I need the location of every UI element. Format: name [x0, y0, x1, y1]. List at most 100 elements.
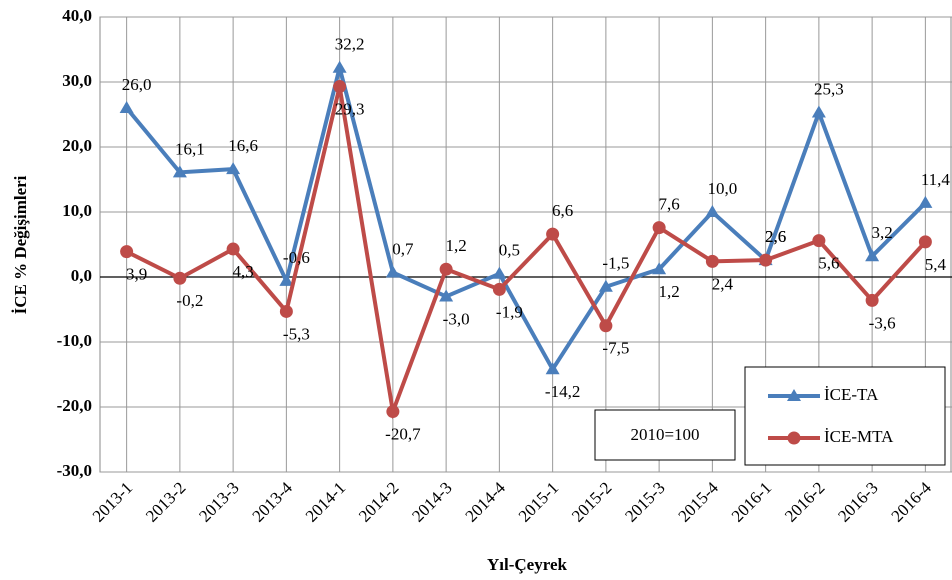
- data-label: 2,6: [765, 227, 786, 246]
- data-label: 2,4: [712, 274, 734, 293]
- data-label: 26,0: [122, 75, 152, 94]
- data-label: 5,6: [818, 254, 839, 273]
- annotation: 2010=100: [630, 425, 699, 444]
- x-tick-label: 2015-1: [515, 478, 562, 525]
- data-label: 0,7: [392, 239, 414, 258]
- marker: [918, 235, 932, 249]
- marker: [865, 293, 879, 307]
- marker: [226, 162, 241, 175]
- x-tick-label: 2014-2: [355, 478, 402, 525]
- x-tick-label: 2014-1: [302, 478, 349, 525]
- y-axis-title: İCE % Değişimleri: [11, 175, 30, 314]
- marker: [173, 271, 187, 285]
- marker: [120, 245, 134, 259]
- marker: [439, 262, 453, 276]
- x-tick-label: 2015-3: [621, 478, 668, 525]
- data-label: -0,6: [283, 248, 310, 267]
- x-tick-label: 2015-2: [568, 478, 615, 525]
- data-label: -0,2: [176, 291, 203, 310]
- data-label: 6,6: [552, 201, 573, 220]
- x-tick-label: 2013-2: [142, 478, 189, 525]
- marker: [172, 165, 187, 178]
- marker: [652, 221, 666, 235]
- x-tick-label: 2013-4: [248, 478, 296, 526]
- marker: [492, 266, 507, 279]
- data-label: 3,9: [126, 265, 147, 284]
- data-label: 0,5: [499, 241, 520, 260]
- data-label: 7,6: [659, 195, 680, 214]
- legend: [744, 366, 946, 466]
- marker: [812, 234, 826, 248]
- data-label: 1,2: [446, 236, 467, 255]
- legend-label: İCE-TA: [824, 385, 879, 404]
- x-axis-title: Yıl-Çeyrek: [487, 555, 567, 574]
- y-tick-label: 40,0: [62, 6, 92, 25]
- marker: [279, 304, 293, 318]
- data-label: 11,4: [921, 170, 951, 189]
- data-label: -3,6: [869, 313, 896, 332]
- y-tick-label: 10,0: [62, 201, 92, 220]
- x-tick-label: 2013-3: [195, 478, 242, 525]
- legend-label: İCE-MTA: [824, 427, 894, 446]
- y-tick-label: -30,0: [57, 461, 92, 480]
- data-label: 2,6: [765, 227, 786, 246]
- marker: [386, 405, 400, 419]
- data-label: 16,1: [175, 139, 205, 158]
- data-label: -1,5: [602, 254, 629, 273]
- marker: [759, 253, 773, 267]
- marker: [705, 205, 720, 217]
- y-tick-label: 20,0: [62, 136, 92, 155]
- marker: [545, 362, 560, 375]
- y-tick-label: -10,0: [57, 331, 92, 350]
- data-label: 16,6: [228, 136, 258, 155]
- marker: [918, 195, 933, 208]
- marker: [332, 60, 347, 73]
- annotation-box: [594, 409, 736, 461]
- x-tick-label: 2016-2: [781, 478, 828, 525]
- marker: [333, 80, 347, 94]
- x-tick-label: 2014-3: [408, 478, 455, 525]
- marker: [492, 282, 506, 296]
- marker: [119, 101, 134, 113]
- marker: [546, 227, 560, 241]
- data-label: -14,2: [545, 382, 580, 401]
- marker: [787, 431, 801, 445]
- marker: [652, 262, 667, 275]
- x-tick-label: 2016-3: [834, 478, 881, 525]
- data-label: 10,0: [708, 179, 738, 198]
- data-label: -7,5: [602, 339, 629, 358]
- x-tick-label: 2016-1: [728, 478, 775, 525]
- marker: [385, 265, 400, 278]
- marker: [705, 254, 719, 268]
- data-label: -20,7: [385, 424, 421, 443]
- marker: [865, 249, 880, 262]
- marker: [598, 279, 613, 292]
- marker: [279, 273, 294, 286]
- marker: [439, 289, 454, 302]
- y-tick-label: 30,0: [62, 71, 92, 90]
- y-tick-label: -20,0: [57, 396, 92, 415]
- data-label: -3,0: [443, 309, 470, 328]
- data-label: 4,3: [233, 262, 254, 281]
- y-tick-label: 0,0: [71, 266, 92, 285]
- data-label: -1,9: [496, 302, 523, 321]
- x-tick-label: 2016-4: [887, 478, 935, 526]
- series: [120, 80, 932, 420]
- marker: [811, 105, 826, 118]
- line: [125, 67, 927, 374]
- x-tick-label: 2013-1: [89, 478, 136, 525]
- x-tick-label: 2015-4: [674, 478, 722, 526]
- x-tick-label: 2014-4: [461, 478, 509, 526]
- data-label: -5,3: [283, 324, 310, 343]
- data-label: 25,3: [814, 79, 844, 98]
- line: [125, 86, 927, 420]
- data-label: 1,2: [659, 282, 680, 301]
- data-label: 29,3: [335, 99, 365, 118]
- series: [119, 60, 933, 375]
- marker: [226, 242, 240, 256]
- data-label: 5,4: [925, 255, 947, 274]
- data-label: 3,2: [872, 223, 893, 242]
- marker: [599, 319, 613, 333]
- data-label: 32,2: [335, 35, 365, 54]
